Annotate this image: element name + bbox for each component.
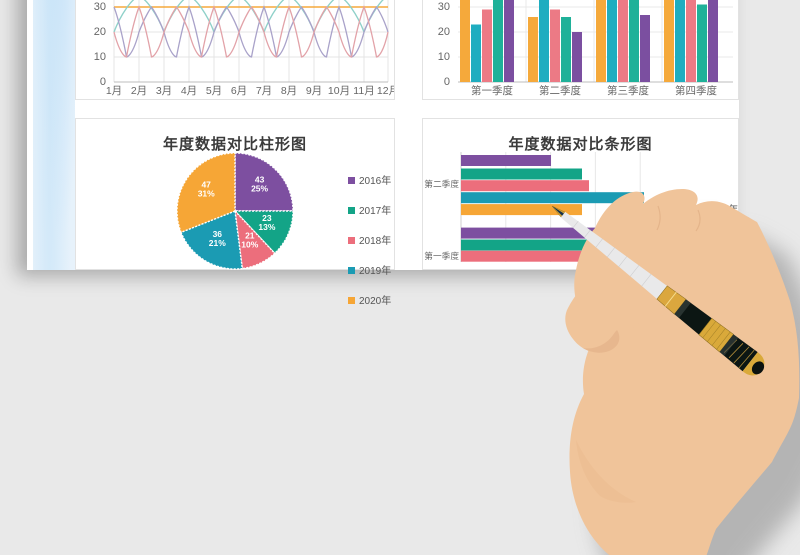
svg-text:13%: 13% [258,222,275,232]
svg-text:第三季度: 第三季度 [607,84,649,97]
svg-text:4月: 4月 [181,85,197,97]
svg-text:25%: 25% [251,183,268,193]
svg-text:第一季度: 第一季度 [471,84,513,97]
svg-text:3月: 3月 [156,85,172,97]
svg-text:2月: 2月 [131,85,147,97]
svg-text:5月: 5月 [206,85,222,97]
svg-text:21%: 21% [209,238,226,248]
svg-text:第二季度: 第二季度 [424,178,459,189]
svg-text:第二季度: 第二季度 [539,84,581,97]
svg-text:11月: 11月 [353,85,374,97]
svg-text:30: 30 [438,1,450,13]
svg-text:7月: 7月 [256,85,272,97]
svg-text:31%: 31% [198,188,215,198]
svg-text:10%: 10% [241,240,258,250]
svg-text:第一季度: 第一季度 [424,250,459,261]
svg-text:第四季度: 第四季度 [675,84,717,97]
svg-text:9月: 9月 [306,85,322,97]
svg-text:10: 10 [94,51,106,63]
svg-text:6月: 6月 [231,85,247,97]
svg-text:20: 20 [438,26,450,38]
svg-text:10: 10 [438,51,450,63]
svg-text:30: 30 [94,1,106,13]
svg-text:0: 0 [444,76,450,88]
svg-text:8月: 8月 [281,85,297,97]
svg-text:12月: 12月 [377,85,395,97]
svg-text:10月: 10月 [328,85,350,97]
svg-text:20: 20 [94,26,106,38]
svg-text:1月: 1月 [106,85,122,97]
